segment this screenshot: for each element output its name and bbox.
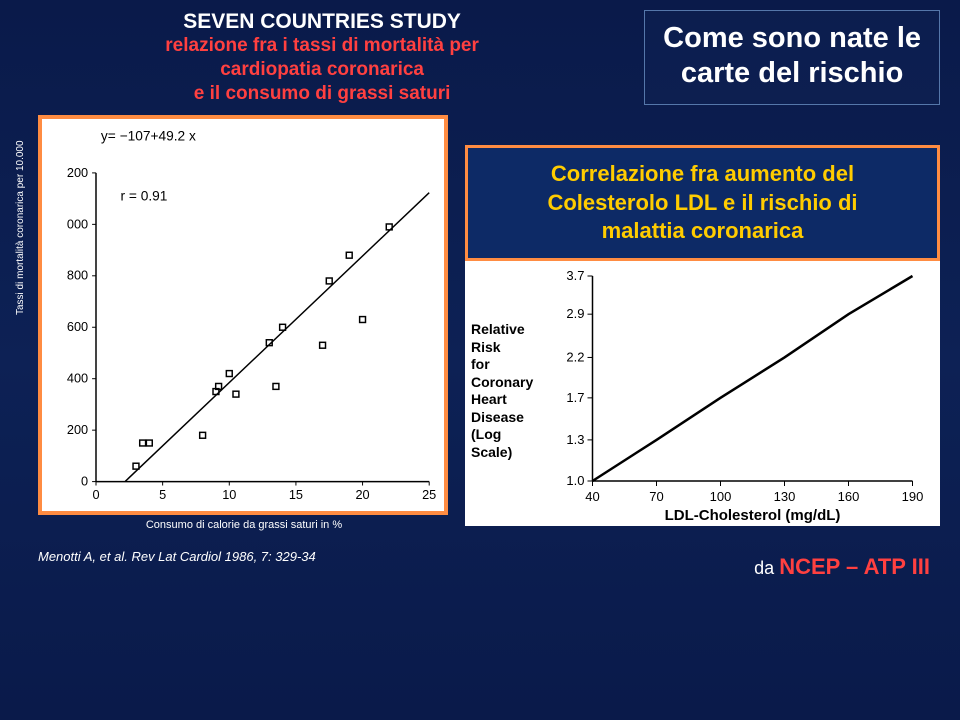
svg-text:10: 10	[222, 487, 236, 502]
svg-text:190: 190	[902, 489, 924, 504]
svg-text:000: 000	[67, 217, 88, 232]
source-text: NCEP – ATP III	[779, 554, 930, 579]
scatter-xlabel: Consumo di calorie da grassi saturi in %	[38, 519, 450, 531]
svg-text:70: 70	[649, 489, 663, 504]
source-da: da	[754, 558, 779, 578]
svg-text:100: 100	[710, 489, 732, 504]
svg-text:130: 130	[774, 489, 796, 504]
svg-text:2.2: 2.2	[566, 349, 584, 364]
svg-text:40: 40	[585, 489, 599, 504]
svg-text:r = 0.91: r = 0.91	[121, 189, 168, 204]
svg-text:3.7: 3.7	[566, 268, 584, 283]
corr-l2: Colesterolo LDL e il rischio di	[478, 189, 927, 218]
svg-text:1.3: 1.3	[566, 432, 584, 447]
svg-text:5: 5	[159, 487, 166, 502]
svg-text:0: 0	[81, 474, 88, 489]
svg-text:0: 0	[92, 487, 99, 502]
scatter-chart: 0 200 400 600 800 000 200 0 5 10 15 20 25 y= −107+49.…	[38, 115, 448, 515]
svg-text:200: 200	[67, 165, 88, 180]
svg-text:LDL-Cholesterol (mg/dL): LDL-Cholesterol (mg/dL)	[665, 507, 841, 524]
svg-text:800: 800	[67, 268, 88, 283]
svg-text:160: 160	[838, 489, 860, 504]
source: da NCEP – ATP III	[465, 554, 940, 580]
origin-line1: Come sono nate le	[663, 21, 921, 56]
study-sub3: e il consumo di grassi saturi	[30, 82, 614, 106]
svg-text:200: 200	[67, 422, 88, 437]
svg-text:600: 600	[67, 319, 88, 334]
origin-box: Come sono nate le carte del rischio	[644, 10, 940, 105]
study-title: SEVEN COUNTRIES STUDY	[30, 10, 614, 34]
study-header: SEVEN COUNTRIES STUDY relazione fra i ta…	[30, 10, 614, 105]
svg-text:y= −107+49.2 x: y= −107+49.2 x	[101, 129, 196, 144]
svg-text:20: 20	[355, 487, 369, 502]
svg-text:15: 15	[289, 487, 303, 502]
svg-text:25: 25	[422, 487, 436, 502]
citation: Menotti A, et al. Rev Lat Cardiol 1986, …	[38, 549, 450, 564]
line-chart: RelativeRiskforCoronaryHeartDisease(Log …	[465, 261, 940, 526]
study-sub2: cardiopatia coronarica	[30, 58, 614, 82]
study-sub1: relazione fra i tassi di mortalità per	[30, 34, 614, 58]
svg-text:1.7: 1.7	[566, 390, 584, 405]
svg-text:2.9: 2.9	[566, 306, 584, 321]
corr-l1: Correlazione fra aumento del	[478, 160, 927, 189]
rr-label: RelativeRiskforCoronaryHeartDisease(Log …	[471, 321, 546, 461]
corr-l3: malattia coronarica	[478, 217, 927, 246]
svg-text:400: 400	[67, 371, 88, 386]
origin-line2: carte del rischio	[663, 56, 921, 91]
scatter-ylabel: Tassi di mortalità coronarica per 10.000	[15, 141, 26, 316]
correlation-banner: Correlazione fra aumento del Colesterolo…	[465, 145, 940, 261]
svg-text:1.0: 1.0	[566, 473, 584, 488]
